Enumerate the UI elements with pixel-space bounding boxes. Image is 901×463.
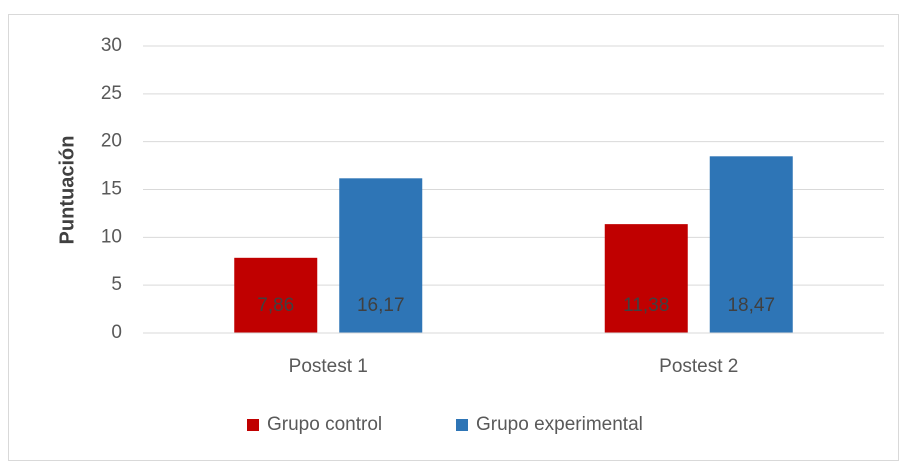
- legend-swatch: [456, 419, 468, 431]
- y-tick-label: 10: [101, 226, 122, 247]
- y-tick-label: 0: [111, 322, 122, 343]
- value-label: 7,86: [257, 295, 294, 316]
- y-tick-label: 15: [101, 179, 122, 200]
- legend-label: Grupo control: [267, 414, 382, 435]
- y-tick-label: 20: [101, 131, 122, 152]
- value-label: 11,38: [623, 295, 669, 316]
- value-label: 16,17: [357, 295, 405, 316]
- x-tick-label: Postest 2: [659, 356, 738, 377]
- y-axis-title: Puntuación: [56, 136, 78, 245]
- value-label: 18,47: [727, 295, 775, 316]
- x-tick-label: Postest 1: [289, 356, 368, 377]
- bar: [339, 178, 423, 333]
- bar: [709, 156, 793, 333]
- bar: [604, 224, 688, 333]
- y-tick-label: 30: [101, 35, 122, 56]
- legend-label: Grupo experimental: [476, 414, 643, 435]
- bar: [234, 257, 318, 333]
- y-tick-label: 25: [101, 83, 122, 104]
- y-tick-label: 5: [111, 274, 122, 295]
- legend-swatch: [247, 419, 259, 431]
